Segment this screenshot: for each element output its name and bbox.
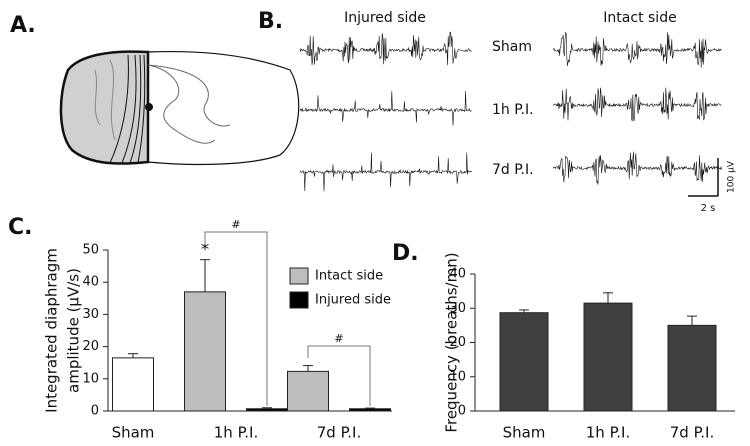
x-tick-label: 1h P.I. (214, 424, 259, 442)
x-tick-label: Sham (112, 424, 155, 442)
trace (299, 152, 472, 192)
trace-row-label: 7d P.I. (492, 162, 534, 178)
traces (299, 31, 722, 192)
error-bar (687, 315, 697, 326)
bar (287, 370, 329, 412)
y-tick-label: 30 (82, 307, 99, 322)
panel-label: A. (10, 13, 36, 38)
trace-row-label: Sham (492, 39, 532, 55)
y-tick-label: 20 (82, 339, 99, 354)
grey-matter (94, 59, 116, 141)
trace (299, 31, 472, 66)
intact-half (147, 50, 300, 166)
significance-bracket (307, 345, 371, 406)
y-tick-label: 10 (449, 369, 466, 384)
trace (299, 91, 472, 126)
y-axis-label: Frequency (breaths/mn) (443, 252, 461, 432)
significance-mark: # (334, 332, 343, 345)
trace (552, 87, 722, 122)
legend-label: Intact side (315, 269, 383, 284)
error-bar (365, 407, 375, 409)
y-tick-label: 30 (449, 301, 466, 316)
y-tick-label: 20 (449, 335, 466, 350)
legend-swatch (289, 291, 309, 309)
trace (552, 151, 722, 185)
trace-column-title: Injured side (344, 10, 426, 26)
y-axis-label: Integrated diaphragm (43, 248, 61, 413)
x-tick-label: Sham (503, 424, 546, 442)
error-bar (519, 309, 529, 313)
error-bar (128, 353, 138, 358)
charts: 0 10 20 30 40 50 Integrated diaphragm amplitude… (43, 218, 735, 442)
lesion-lines (109, 54, 146, 164)
error-bar (603, 292, 613, 304)
injured-half (59, 50, 150, 165)
y-tick-label: 50 (82, 243, 99, 258)
bar (184, 291, 226, 412)
significance-mark: * (201, 240, 210, 260)
grey-matter (147, 64, 231, 127)
panel-label: B. (258, 9, 283, 34)
y-tick-label: 0 (91, 404, 99, 419)
panel-label: C. (8, 215, 33, 240)
error-bar (262, 407, 272, 409)
panel-label: D. (392, 241, 419, 266)
trace (552, 32, 722, 68)
trace-row-label: 1h P.I. (492, 102, 534, 118)
significance-bracket (204, 231, 268, 406)
y-tick-label: 40 (82, 275, 99, 290)
central-canal (145, 103, 153, 111)
x-tick-label: 7d P.I. (317, 424, 362, 442)
error-bar (303, 365, 313, 372)
bar (583, 302, 633, 412)
bar (667, 324, 717, 412)
legend-label: Injured side (315, 293, 391, 308)
bar (112, 357, 154, 412)
y-tick-label: 0 (458, 404, 466, 419)
scale-label: 100 µV (727, 160, 737, 193)
error-bar (200, 259, 210, 292)
y-tick-label: 40 (449, 267, 466, 282)
spinal-cord-drawing (59, 50, 300, 166)
trace-column-title: Intact side (603, 10, 676, 26)
significance-mark: # (231, 218, 240, 231)
grey-matter (147, 64, 216, 144)
y-axis-label: amplitude (µV/s) (65, 268, 83, 393)
scale-label: 2 s (701, 203, 716, 214)
y-tick-label: 10 (82, 371, 99, 386)
x-tick-label: 1h P.I. (586, 424, 631, 442)
legend-swatch (289, 267, 309, 285)
bar (349, 408, 391, 412)
bar (499, 312, 549, 412)
bar (246, 408, 288, 412)
x-tick-label: 7d P.I. (670, 424, 715, 442)
